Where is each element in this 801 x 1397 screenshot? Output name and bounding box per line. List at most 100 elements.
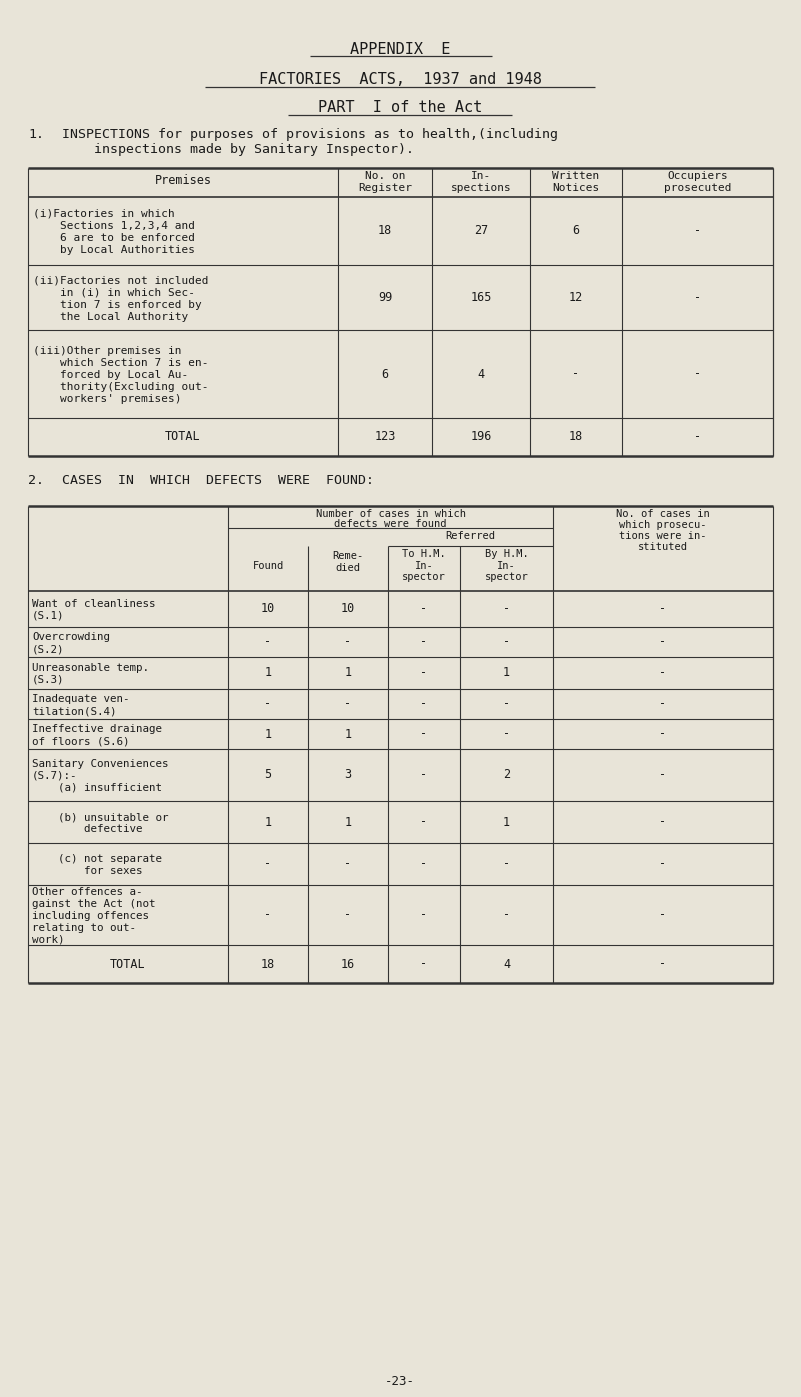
- Text: -: -: [659, 636, 666, 648]
- Text: Referred: Referred: [445, 531, 496, 541]
- Text: -: -: [421, 728, 428, 740]
- Text: (S.2): (S.2): [32, 644, 65, 654]
- Text: -: -: [421, 908, 428, 922]
- Text: (b) unsuitable or: (b) unsuitable or: [32, 812, 168, 821]
- Text: (a) insufficient: (a) insufficient: [32, 782, 162, 793]
- Text: (ii)Factories not included: (ii)Factories not included: [33, 275, 208, 285]
- Text: Ineffective drainage: Ineffective drainage: [32, 724, 162, 733]
- Text: PART  I of the Act: PART I of the Act: [318, 101, 482, 115]
- Text: CASES  IN  WHICH  DEFECTS  WERE  FOUND:: CASES IN WHICH DEFECTS WERE FOUND:: [62, 474, 374, 488]
- Text: To H.M.
In-
spector: To H.M. In- spector: [402, 549, 446, 583]
- Text: -: -: [421, 816, 428, 828]
- Text: thority(Excluding out-: thority(Excluding out-: [33, 381, 208, 393]
- Text: -: -: [344, 636, 352, 648]
- Text: (S.3): (S.3): [32, 675, 65, 685]
- Text: -: -: [659, 957, 666, 971]
- Text: Premises: Premises: [155, 175, 211, 187]
- Text: 12: 12: [569, 291, 583, 305]
- Text: 6: 6: [381, 367, 388, 380]
- Text: TOTAL: TOTAL: [111, 957, 146, 971]
- Text: Unreasonable temp.: Unreasonable temp.: [32, 664, 149, 673]
- Text: -: -: [659, 768, 666, 781]
- Text: In-
spections: In- spections: [451, 170, 511, 193]
- Text: Want of cleanliness: Want of cleanliness: [32, 599, 155, 609]
- Text: including offences: including offences: [32, 911, 149, 921]
- Text: -: -: [503, 602, 510, 616]
- Text: 10: 10: [341, 602, 355, 616]
- Text: 4: 4: [477, 367, 485, 380]
- Text: (iii)Other premises in: (iii)Other premises in: [33, 346, 182, 356]
- Text: for sexes: for sexes: [32, 866, 143, 876]
- Text: -: -: [421, 858, 428, 870]
- Text: -: -: [421, 602, 428, 616]
- Text: defects were found: defects were found: [334, 520, 447, 529]
- Text: -: -: [573, 367, 580, 380]
- Text: Overcrowding: Overcrowding: [32, 631, 110, 643]
- Text: defective: defective: [32, 824, 143, 834]
- Text: 1: 1: [344, 728, 352, 740]
- Text: which Section 7 is en-: which Section 7 is en-: [33, 358, 208, 367]
- Text: stituted: stituted: [638, 542, 688, 552]
- Text: Number of cases in which: Number of cases in which: [316, 509, 465, 520]
- Text: 99: 99: [378, 291, 392, 305]
- Text: 6: 6: [573, 225, 580, 237]
- Text: -: -: [659, 858, 666, 870]
- Text: -: -: [659, 602, 666, 616]
- Text: by Local Authorities: by Local Authorities: [33, 244, 195, 256]
- Text: 165: 165: [470, 291, 492, 305]
- Text: -: -: [264, 636, 272, 648]
- Text: By H.M.
In-
spector: By H.M. In- spector: [485, 549, 529, 583]
- Text: which prosecu-: which prosecu-: [619, 520, 706, 529]
- Text: 2: 2: [503, 768, 510, 781]
- Text: inspections made by Sanitary Inspector).: inspections made by Sanitary Inspector).: [62, 142, 414, 156]
- Text: Sections 1,2,3,4 and: Sections 1,2,3,4 and: [33, 221, 195, 231]
- Text: Inadequate ven-: Inadequate ven-: [32, 694, 130, 704]
- Text: (i)Factories in which: (i)Factories in which: [33, 210, 175, 219]
- Text: tion 7 is enforced by: tion 7 is enforced by: [33, 299, 202, 310]
- Text: 1: 1: [264, 728, 272, 740]
- Text: 1.: 1.: [28, 129, 44, 141]
- Text: -: -: [503, 697, 510, 711]
- Text: -: -: [264, 858, 272, 870]
- Text: -: -: [503, 858, 510, 870]
- Text: Written
Notices: Written Notices: [553, 170, 600, 193]
- Text: (c) not separate: (c) not separate: [32, 854, 162, 863]
- Text: 1: 1: [264, 666, 272, 679]
- Text: workers' premises): workers' premises): [33, 394, 182, 404]
- Text: -: -: [344, 697, 352, 711]
- Text: relating to out-: relating to out-: [32, 923, 136, 933]
- Text: -: -: [694, 430, 701, 443]
- Text: -: -: [503, 728, 510, 740]
- Text: 4: 4: [503, 957, 510, 971]
- Text: (S.7):-: (S.7):-: [32, 771, 78, 781]
- Text: No. on
Register: No. on Register: [358, 170, 412, 193]
- Text: -: -: [659, 697, 666, 711]
- Text: -: -: [503, 636, 510, 648]
- Text: Sanitary Conveniences: Sanitary Conveniences: [32, 759, 168, 768]
- Text: 1: 1: [503, 666, 510, 679]
- Text: 18: 18: [569, 430, 583, 443]
- Text: the Local Authority: the Local Authority: [33, 312, 188, 321]
- Text: -: -: [694, 225, 701, 237]
- Text: Occupiers
prosecuted: Occupiers prosecuted: [664, 170, 731, 193]
- Text: (S.1): (S.1): [32, 610, 65, 622]
- Text: -: -: [421, 768, 428, 781]
- Text: 196: 196: [470, 430, 492, 443]
- Text: 18: 18: [378, 225, 392, 237]
- Text: 18: 18: [261, 957, 275, 971]
- Text: work): work): [32, 935, 65, 944]
- Text: 1: 1: [344, 816, 352, 828]
- Text: 2.: 2.: [28, 474, 44, 488]
- Text: of floors (S.6): of floors (S.6): [32, 736, 130, 746]
- Text: tions were in-: tions were in-: [619, 531, 706, 541]
- Text: gainst the Act (not: gainst the Act (not: [32, 900, 155, 909]
- Text: -: -: [659, 816, 666, 828]
- Text: APPENDIX  E: APPENDIX E: [350, 42, 450, 57]
- Text: 27: 27: [474, 225, 488, 237]
- Text: 5: 5: [264, 768, 272, 781]
- Text: No. of cases in: No. of cases in: [616, 509, 710, 520]
- Text: -: -: [344, 858, 352, 870]
- Text: -: -: [503, 908, 510, 922]
- Text: in (i) in which Sec-: in (i) in which Sec-: [33, 288, 195, 298]
- Text: 6 are to be enforced: 6 are to be enforced: [33, 233, 195, 243]
